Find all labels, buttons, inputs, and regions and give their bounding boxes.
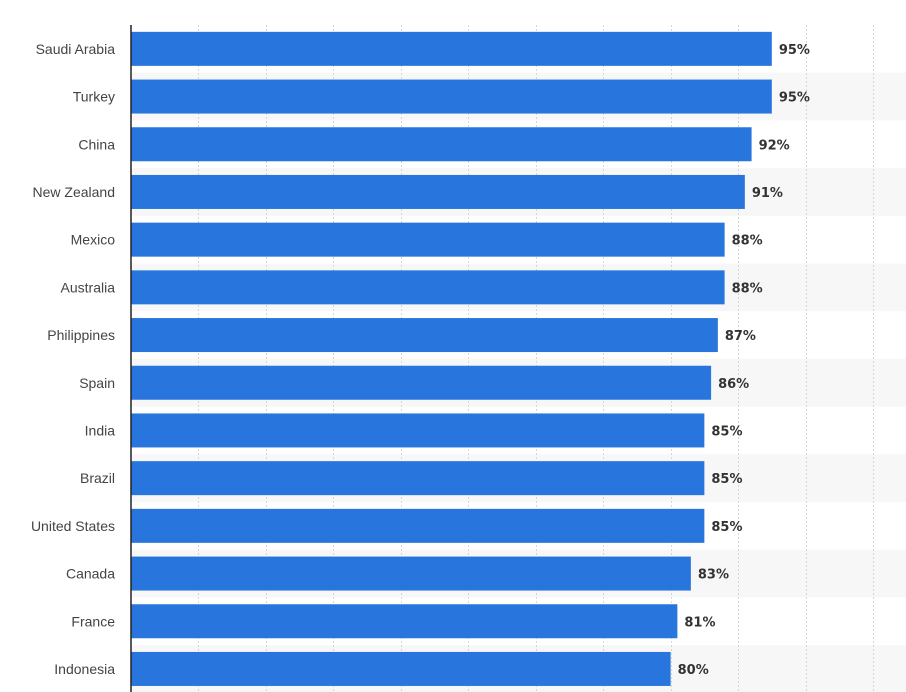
bar[interactable]	[131, 270, 725, 305]
category-label: Indonesia	[54, 661, 115, 677]
value-label: 95%	[779, 43, 810, 58]
category-label: Saudi Arabia	[36, 41, 116, 57]
category-label: Spain	[79, 375, 115, 391]
category-labels: Saudi Arabia Turkey China New Zealand Mexico…	[31, 41, 115, 677]
value-label: 81%	[684, 615, 715, 630]
bars	[131, 31, 772, 686]
value-label: 86%	[718, 377, 749, 392]
category-label: United States	[31, 518, 115, 534]
category-label: India	[85, 422, 116, 438]
grid-lines	[198, 25, 874, 692]
category-label: Turkey	[73, 89, 115, 105]
value-label: 91%	[752, 186, 783, 201]
bar[interactable]	[131, 127, 752, 162]
value-label: 92%	[759, 138, 790, 153]
value-label: 87%	[725, 329, 756, 344]
category-label: China	[78, 136, 115, 152]
bar[interactable]	[131, 508, 705, 543]
bar[interactable]	[131, 174, 745, 209]
value-label: 88%	[732, 234, 763, 249]
category-label: Philippines	[47, 327, 115, 343]
category-label: New Zealand	[33, 184, 116, 200]
bar[interactable]	[131, 604, 678, 639]
category-label: Mexico	[71, 232, 116, 248]
value-label: 95%	[779, 91, 810, 106]
bar[interactable]	[131, 222, 725, 257]
value-label: 85%	[711, 424, 742, 439]
value-label: 83%	[698, 568, 729, 583]
bar[interactable]	[131, 461, 705, 496]
value-label: 88%	[732, 281, 763, 296]
bar[interactable]	[131, 31, 772, 66]
bar[interactable]	[131, 79, 772, 114]
category-label: Canada	[66, 566, 115, 582]
bar[interactable]	[131, 556, 691, 591]
bar[interactable]	[131, 651, 671, 686]
value-label: 80%	[678, 663, 709, 678]
value-label: 85%	[711, 472, 742, 487]
category-label: France	[71, 613, 115, 629]
category-label: Brazil	[80, 470, 115, 486]
bar[interactable]	[131, 413, 705, 448]
bar[interactable]	[131, 318, 718, 353]
value-label: 85%	[711, 520, 742, 535]
bar[interactable]	[131, 365, 712, 400]
value-labels: 95% 95% 92% 91% 88% 88% 87% 86% 85% 85% 85% 83% 81% 8…	[678, 43, 810, 678]
category-label: Australia	[61, 279, 116, 295]
